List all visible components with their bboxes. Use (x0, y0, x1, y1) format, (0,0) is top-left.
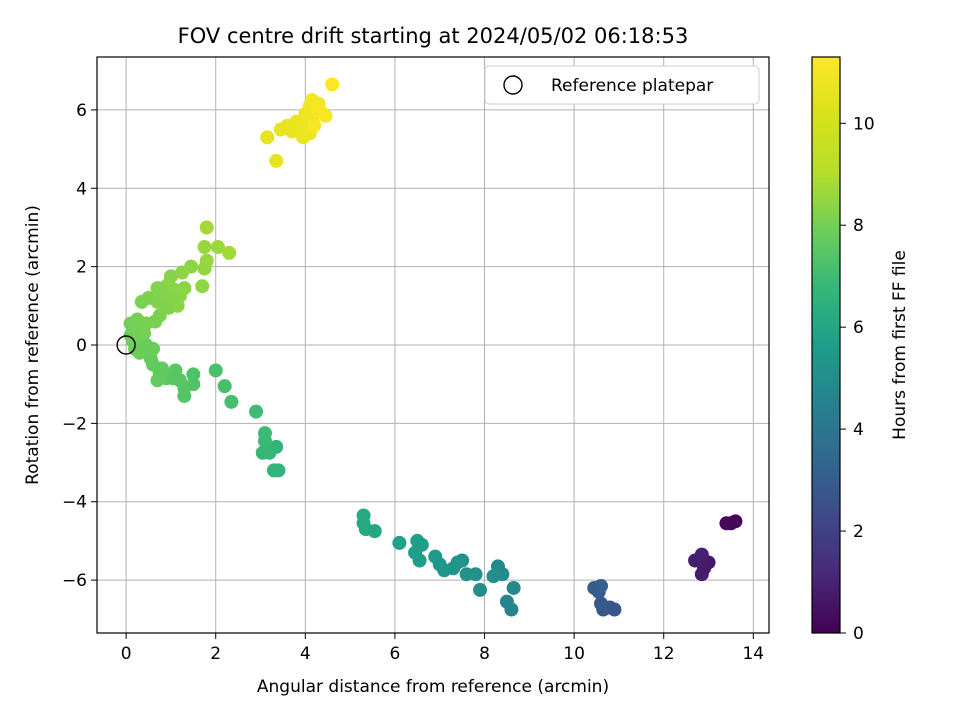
data-point (473, 582, 488, 597)
data-point (222, 245, 237, 260)
colorbar-tick-label: 8 (853, 216, 864, 236)
colorbar (811, 56, 841, 634)
data-point (325, 77, 340, 92)
y-tick-label: 4 (76, 179, 87, 199)
data-point (249, 404, 264, 419)
y-tick-label: 0 (76, 336, 87, 356)
grid-lines (97, 57, 769, 633)
data-point (177, 388, 192, 403)
y-tick-label: −2 (62, 414, 87, 434)
x-tick-label: 12 (653, 644, 675, 664)
x-tick-label: 2 (210, 644, 221, 664)
data-point (293, 118, 308, 133)
data-point (408, 545, 423, 560)
data-point (199, 220, 214, 235)
data-point (208, 363, 223, 378)
x-tick-label: 0 (121, 644, 132, 664)
data-point (410, 533, 425, 548)
data-point (694, 547, 709, 562)
data-point (184, 259, 199, 274)
data-point (486, 569, 501, 584)
y-tick-label: −6 (62, 571, 87, 591)
data-point (594, 596, 608, 611)
data-point (154, 361, 169, 376)
data-point (309, 102, 324, 117)
data-point (146, 341, 160, 356)
reference-platepar-marker (116, 335, 136, 355)
data-point (166, 290, 181, 305)
colorbar-label: Hours from first FF file (890, 250, 910, 440)
data-point (594, 578, 608, 593)
x-tick-label: 4 (300, 644, 311, 664)
data-point (166, 371, 181, 386)
data-point (255, 445, 270, 460)
x-axis-ticks: 0 2 4 6 8 10 12 14 (121, 633, 764, 664)
data-point (210, 240, 225, 255)
data-point (197, 240, 212, 255)
data-point (266, 463, 281, 478)
scatter-points (123, 77, 743, 617)
data-point (199, 253, 214, 268)
legend-box (484, 65, 760, 105)
x-tick-label: 8 (479, 644, 490, 664)
data-point (195, 279, 210, 294)
data-point (260, 130, 275, 145)
x-tick-label: 6 (390, 644, 401, 664)
colorbar-ticks: 0 2 4 6 8 10 (840, 114, 875, 644)
data-point (694, 567, 709, 582)
data-point (186, 367, 201, 382)
data-point (499, 594, 514, 609)
y-axis-label: Rotation from reference (arcmin) (23, 205, 43, 485)
legend-label-reference-platepar: Reference platepar (551, 76, 713, 96)
data-point (258, 426, 272, 441)
colorbar-tick-label: 10 (853, 114, 875, 134)
data-point (154, 285, 169, 300)
data-point (506, 580, 521, 595)
x-axis-label: Angular distance from reference (arcmin) (257, 677, 609, 697)
y-tick-label: 2 (76, 258, 87, 278)
y-tick-label: 6 (76, 101, 87, 121)
data-point (224, 394, 239, 409)
data-point (459, 567, 474, 582)
chart-title: FOV centre drift starting at 2024/05/02 … (178, 24, 689, 48)
data-point (356, 508, 371, 523)
colorbar-tick-label: 2 (853, 522, 864, 542)
y-axis-ticks: −6 −4 −2 0 2 4 6 (62, 101, 97, 591)
data-point (719, 516, 734, 531)
data-point (307, 118, 322, 133)
colorbar-tick-label: 0 (853, 624, 864, 644)
x-tick-label: 10 (563, 644, 585, 664)
x-tick-label: 14 (742, 644, 764, 664)
data-point (269, 153, 284, 168)
data-point (392, 535, 407, 550)
colorbar-tick-label: 4 (853, 420, 864, 440)
data-point (217, 379, 232, 394)
colorbar-tick-label: 6 (853, 318, 864, 338)
data-point (428, 549, 443, 564)
legend: Reference platepar (484, 65, 760, 105)
data-point (150, 373, 165, 388)
data-point (177, 281, 192, 296)
y-tick-label: −4 (62, 493, 87, 513)
legend-reference-marker (503, 75, 523, 95)
